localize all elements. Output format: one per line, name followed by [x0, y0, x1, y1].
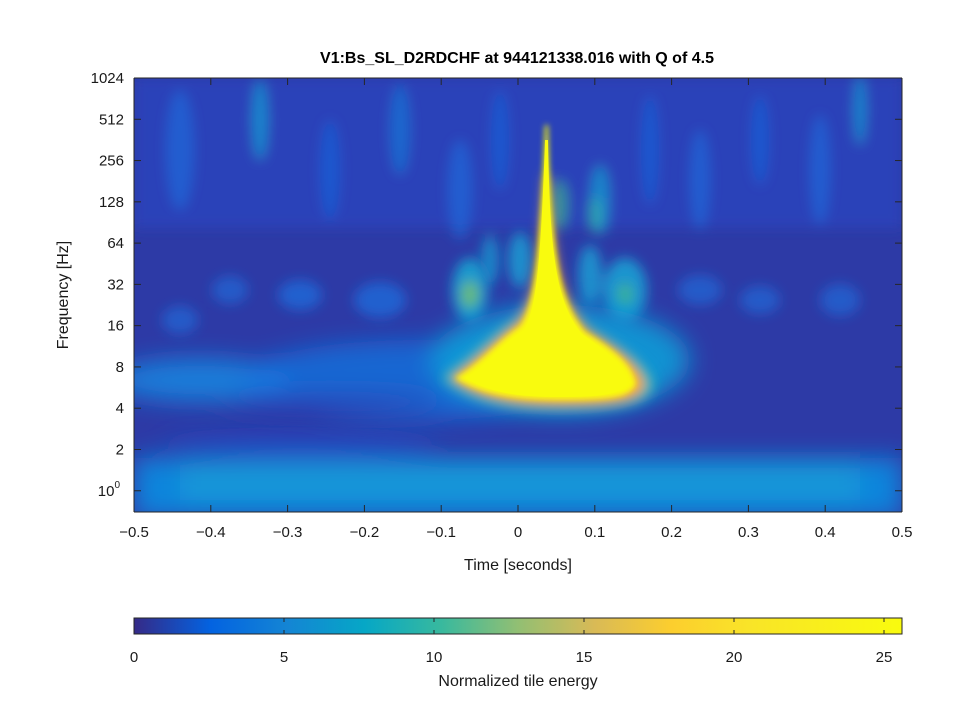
y-tick-label: 100 — [98, 480, 121, 500]
x-tick-label: 0.5 — [892, 524, 913, 541]
x-axis-ticks: −0.5 −0.4 −0.3 −0.2 −0.1 0 0.1 0.2 0.3 0.4 0.5 — [119, 78, 912, 541]
x-axis-label: Time [seconds] — [464, 557, 572, 574]
low-frequency-band — [134, 435, 902, 512]
y-axis-ticks: 100 2 4 8 16 32 64 128 256 512 1024 — [91, 70, 902, 500]
y-tick-label: 256 — [99, 153, 124, 170]
y-tick-label: 1024 — [91, 70, 124, 87]
x-tick-label: 0.2 — [661, 524, 682, 541]
colorbar — [133, 617, 903, 635]
y-tick-label: 2 — [116, 441, 124, 458]
y-tick-label: 16 — [107, 318, 124, 335]
colorbar-tick-label: 5 — [280, 649, 288, 666]
x-tick-label: −0.2 — [350, 524, 380, 541]
y-tick-label: 8 — [116, 359, 124, 376]
colorbar-tick-label: 25 — [876, 649, 893, 666]
y-tick-label: 128 — [99, 194, 124, 211]
colorbar-tick-label: 20 — [726, 649, 743, 666]
colorbar-label: Normalized tile energy — [438, 673, 597, 690]
y-tick-label: 64 — [107, 235, 124, 252]
x-tick-label: 0.3 — [738, 524, 759, 541]
x-tick-label: 0.1 — [584, 524, 605, 541]
colorbar-tick-label: 15 — [576, 649, 593, 666]
heatmap — [134, 78, 902, 512]
colorbar-tick-label: 0 — [130, 649, 138, 666]
x-tick-label: −0.4 — [196, 524, 226, 541]
chirp-peak — [440, 125, 655, 410]
chart-title: V1:Bs_SL_D2RDCHF at 944121338.016 with Q… — [320, 50, 714, 67]
x-tick-label: −0.1 — [426, 524, 456, 541]
x-tick-label: −0.5 — [119, 524, 149, 541]
y-tick-label: 32 — [107, 276, 124, 293]
y-axis-label: Frequency [Hz] — [55, 241, 72, 349]
mid-frequency-blobs — [162, 232, 860, 334]
colorbar-gradient — [133, 617, 903, 635]
y-tick-label: 512 — [99, 111, 124, 128]
colorbar-tick-label: 10 — [426, 649, 443, 666]
x-tick-label: 0 — [514, 524, 522, 541]
y-tick-label: 4 — [116, 400, 124, 417]
x-tick-label: 0.4 — [815, 524, 836, 541]
high-frequency-texture — [134, 78, 902, 285]
colorbar-ticks: 0 5 10 15 20 25 — [130, 618, 893, 666]
x-tick-label: −0.3 — [273, 524, 303, 541]
